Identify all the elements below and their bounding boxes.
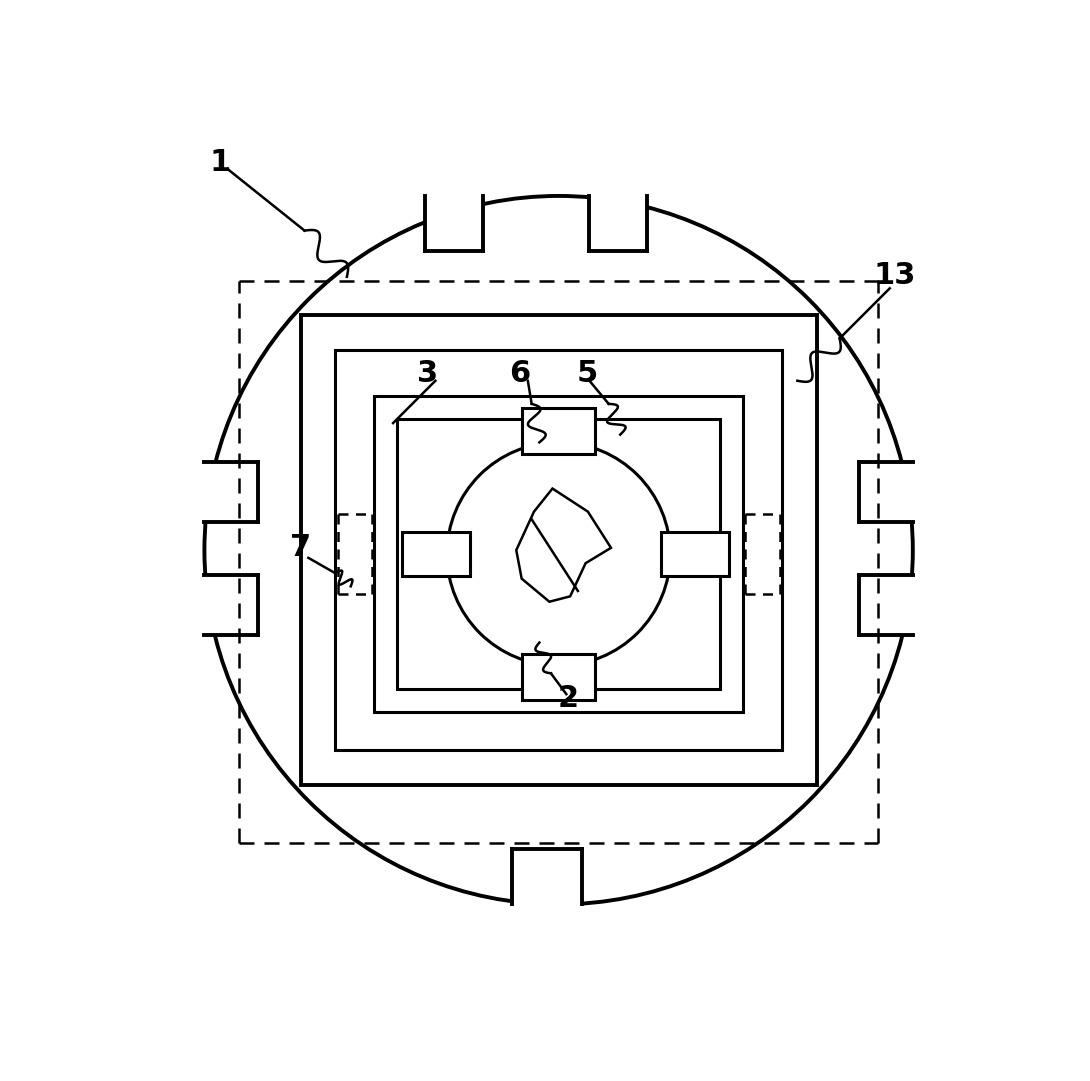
Bar (512, 856, 582, 912)
Text: 13: 13 (874, 261, 917, 290)
Text: 7: 7 (290, 533, 312, 562)
Text: 6: 6 (509, 359, 531, 388)
Bar (301, 316, 816, 785)
Bar (522, 408, 595, 454)
Bar (867, 462, 921, 522)
Bar (397, 419, 720, 689)
Text: 1: 1 (209, 148, 230, 177)
Bar (425, 188, 483, 252)
Text: 2: 2 (558, 684, 579, 713)
Text: 5: 5 (577, 359, 597, 388)
Bar (867, 575, 921, 635)
Bar (522, 654, 595, 700)
Circle shape (447, 442, 670, 666)
Bar (590, 188, 647, 252)
Bar (661, 533, 729, 575)
Bar (374, 396, 743, 712)
Bar (336, 350, 782, 750)
Text: 3: 3 (417, 359, 438, 388)
Polygon shape (517, 489, 611, 602)
Bar (402, 533, 470, 575)
Bar (196, 462, 251, 522)
Bar (196, 575, 251, 635)
